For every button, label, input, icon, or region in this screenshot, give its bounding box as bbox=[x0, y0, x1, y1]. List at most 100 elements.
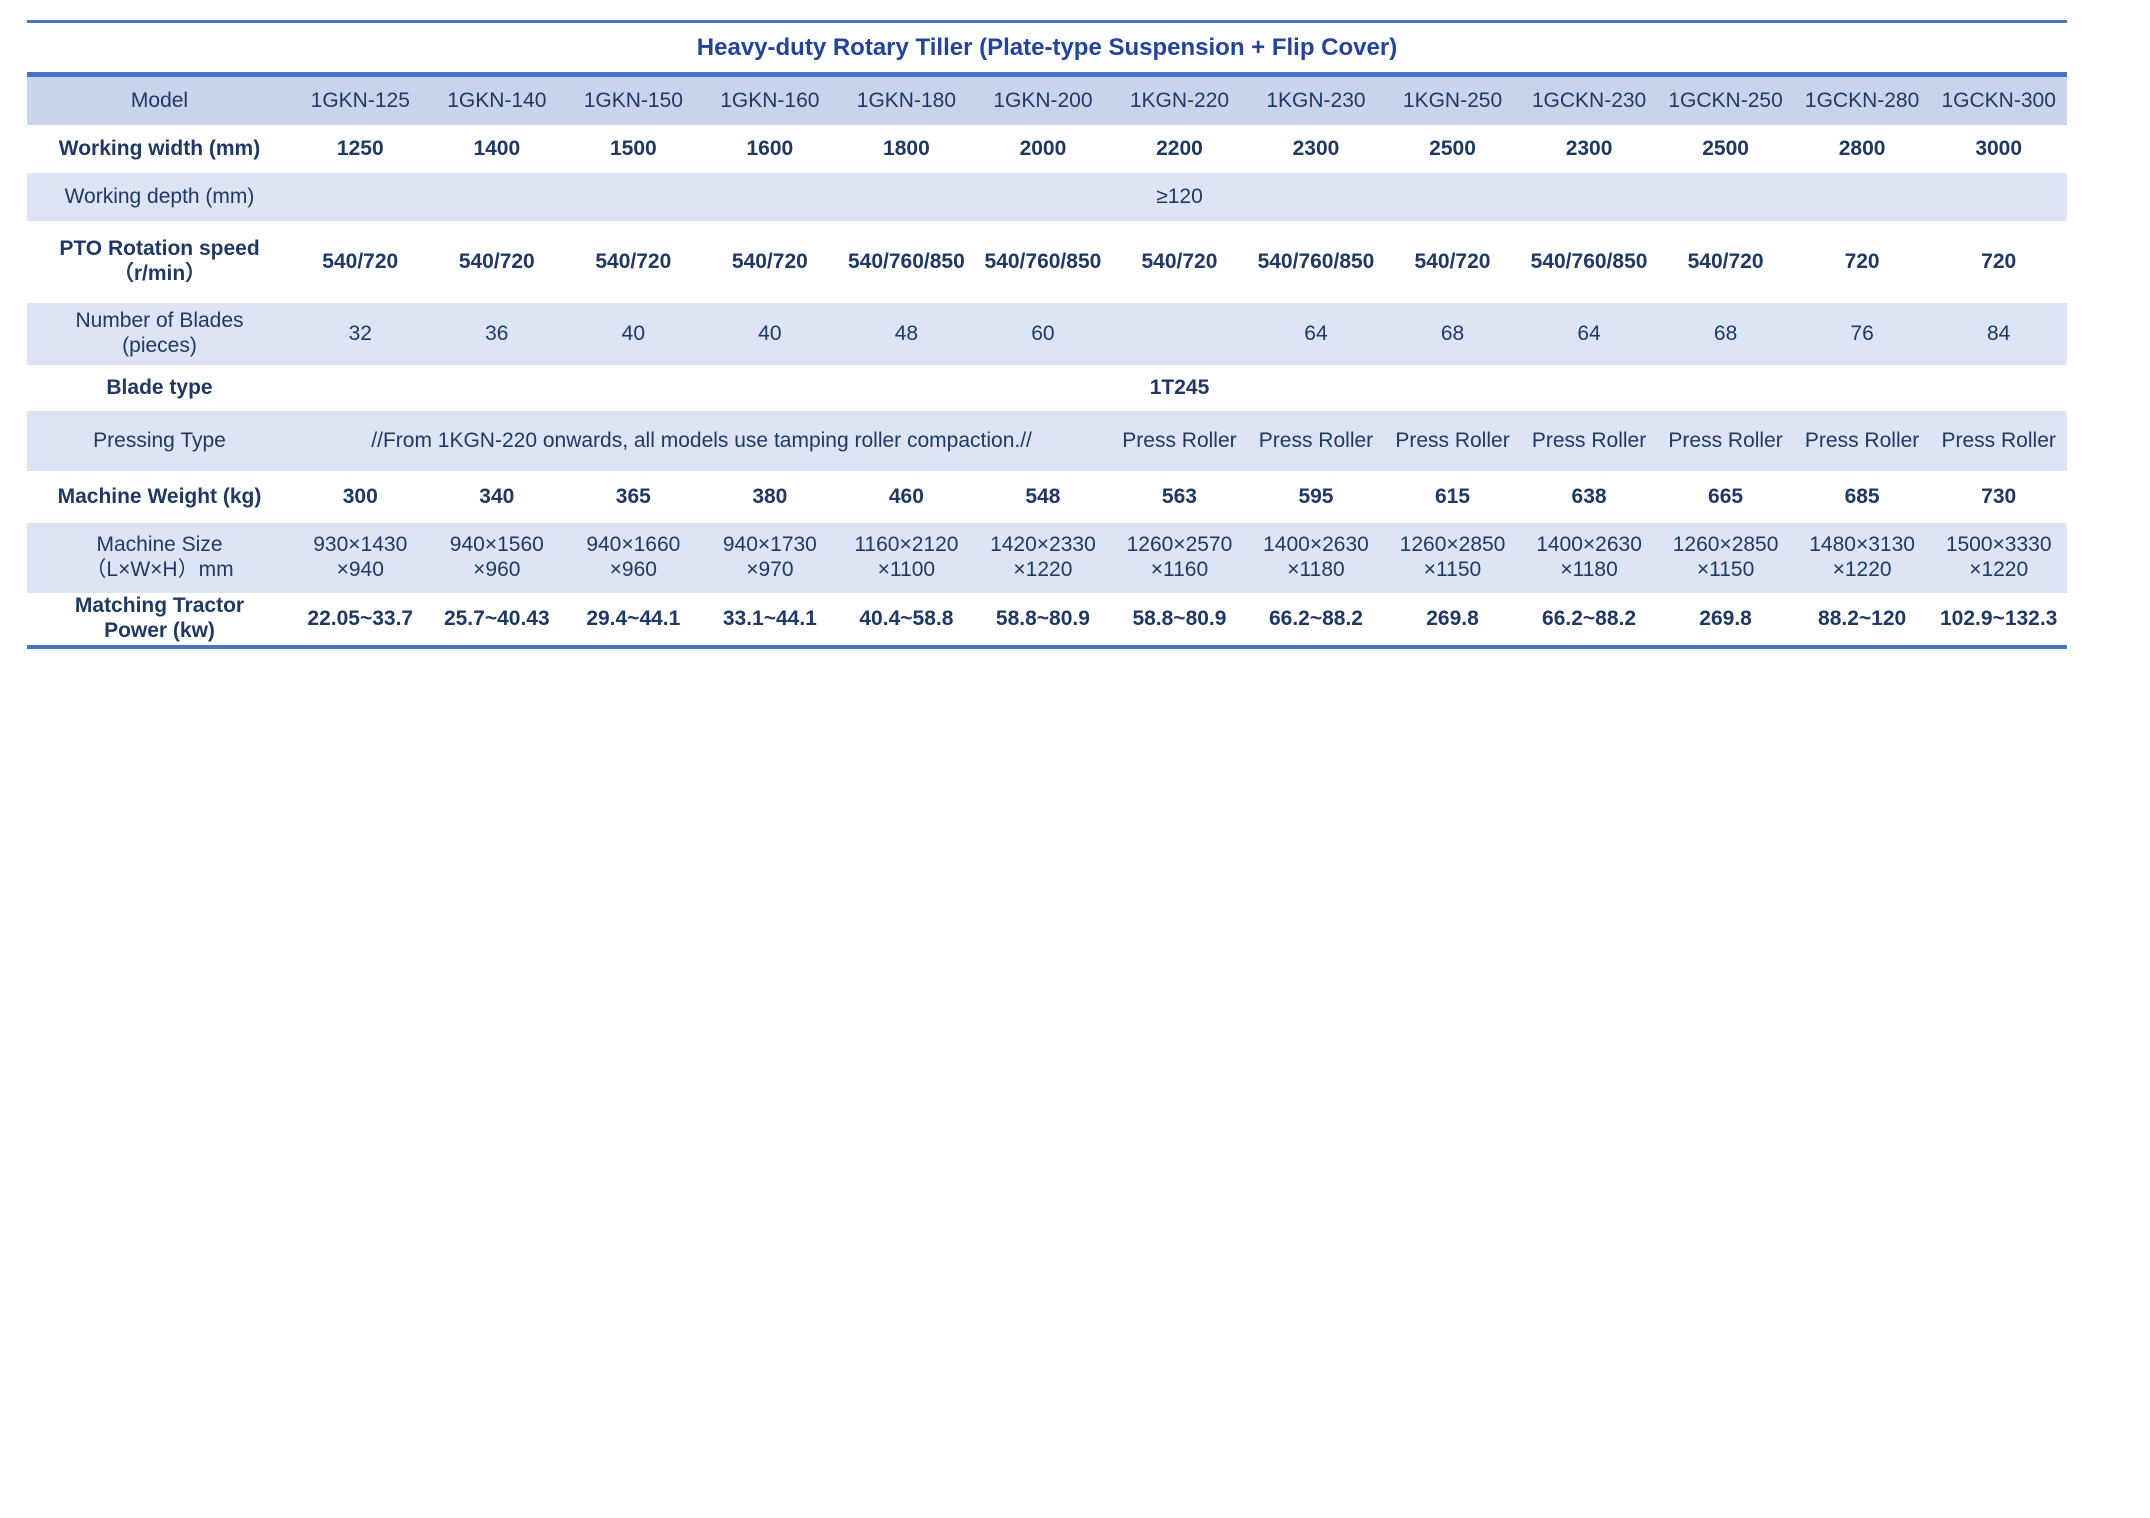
spec-cell: 3000 bbox=[1975, 136, 2023, 160]
spec-cell: 365 bbox=[615, 484, 651, 508]
spec-cell: 48 bbox=[894, 321, 919, 345]
row-label-machine-size: Machine Size （L×W×H）mm bbox=[85, 533, 234, 581]
spec-cell: 1480×3130 ×1220 bbox=[1809, 533, 1915, 581]
spec-cell: 1160×2120 ×1100 bbox=[854, 533, 959, 581]
spec-cell: 540/720 bbox=[595, 249, 672, 273]
spec-cell: 1600 bbox=[746, 136, 794, 160]
spec-cell: 102.9~132.3 bbox=[1940, 606, 2058, 630]
spec-cell: 2500 bbox=[1429, 136, 1476, 160]
spec-cell: 66.2~88.2 bbox=[1268, 606, 1363, 630]
spec-cell: 1400 bbox=[473, 136, 521, 160]
spec-cell: 930×1430 ×940 bbox=[313, 533, 408, 581]
spec-cell: 2300 bbox=[1292, 136, 1340, 160]
spec-cell: 84 bbox=[1987, 321, 2011, 345]
spec-cell: 720 bbox=[1844, 249, 1880, 273]
spec-cell: 1800 bbox=[883, 136, 930, 160]
model-name: 1GCKN-250 bbox=[1668, 88, 1783, 112]
spec-cell: 300 bbox=[342, 484, 378, 508]
working-depth-row: Working depth (mm) ≥120 bbox=[27, 173, 2067, 221]
spec-cell: 58.8~80.9 bbox=[995, 606, 1090, 630]
spec-cell: 64 bbox=[1577, 321, 1601, 345]
model-name: 1GKN-125 bbox=[310, 88, 410, 112]
model-name: 1GKN-180 bbox=[856, 88, 956, 112]
tractor-power-row: Matching Tractor Power (kw) 22.05~33.7 2… bbox=[27, 593, 2067, 645]
merged-blade-type-cell: 1T245 bbox=[1149, 375, 1210, 399]
top-rule bbox=[27, 20, 2067, 23]
machine-size-row: Machine Size （L×W×H）mm 930×1430 ×940 940… bbox=[27, 523, 2067, 593]
spec-cell: 40 bbox=[621, 321, 645, 345]
model-name: 1GKN-140 bbox=[447, 88, 547, 112]
model-name: 1GKN-160 bbox=[720, 88, 820, 112]
row-label-working-width: Working width (mm) bbox=[58, 136, 261, 160]
spec-cell: Press Roller bbox=[1395, 428, 1510, 452]
spec-cell: 540/720 bbox=[458, 249, 535, 273]
spec-cell: 665 bbox=[1708, 484, 1744, 508]
model-name: 1KGN-220 bbox=[1129, 88, 1230, 112]
page-title: Heavy-duty Rotary Tiller (Plate-type Sus… bbox=[696, 33, 1398, 61]
spec-cell: 1260×2850 ×1150 bbox=[1399, 533, 1506, 581]
spec-cell: Press Roller bbox=[1531, 428, 1647, 452]
header-rule bbox=[27, 72, 2067, 77]
model-name: 1KGN-230 bbox=[1266, 88, 1366, 112]
spec-cell: Press Roller bbox=[1122, 428, 1237, 452]
spec-cell: 1260×2570 ×1160 bbox=[1126, 533, 1233, 581]
spec-cell: 33.1~44.1 bbox=[722, 606, 817, 630]
spec-cell: 940×1660 ×960 bbox=[586, 533, 681, 581]
machine-weight-row: Machine Weight (kg) 300 340 365 380 460 … bbox=[27, 471, 2067, 523]
spec-cell: 40.4~58.8 bbox=[859, 606, 954, 630]
row-label-blade-type: Blade type bbox=[106, 375, 213, 399]
spec-cell: 32 bbox=[348, 321, 372, 345]
model-name: 1GCKN-300 bbox=[1941, 88, 2056, 112]
spec-cell: 1250 bbox=[336, 136, 384, 160]
spec-cell: 540/760/850 bbox=[847, 249, 965, 273]
spec-cell: Press Roller bbox=[1941, 428, 2056, 452]
pressing-note-cell: //From 1KGN-220 onwards, all models use … bbox=[371, 428, 1032, 452]
spec-cell: 1500×3330 ×1220 bbox=[1945, 533, 2052, 581]
spec-cell: 685 bbox=[1844, 484, 1880, 508]
spec-cell: Press Roller bbox=[1668, 428, 1783, 452]
spec-cell: 940×1560 ×960 bbox=[449, 533, 544, 581]
spec-cell: 2300 bbox=[1565, 136, 1613, 160]
spec-cell: 60 bbox=[1031, 321, 1055, 345]
spec-cell: 76 bbox=[1850, 321, 1874, 345]
spec-cell: 540/720 bbox=[1414, 249, 1491, 273]
spec-cell: 88.2~120 bbox=[1818, 606, 1907, 630]
spec-cell: 540/760/850 bbox=[1257, 249, 1375, 273]
spec-cell: 540/760/850 bbox=[1530, 249, 1648, 273]
model-name: 1GCKN-230 bbox=[1531, 88, 1647, 112]
spec-cell: 1500 bbox=[609, 136, 657, 160]
spec-cell: 595 bbox=[1298, 484, 1334, 508]
spec-cell: 1260×2850 ×1150 bbox=[1672, 533, 1779, 581]
spec-cell: 66.2~88.2 bbox=[1542, 606, 1637, 630]
model-name: 1GKN-200 bbox=[993, 88, 1093, 112]
spec-cell: 540/720 bbox=[1141, 249, 1218, 273]
spec-cell: 29.4~44.1 bbox=[586, 606, 681, 630]
spec-cell: 2200 bbox=[1156, 136, 1203, 160]
spec-cell: 638 bbox=[1571, 484, 1607, 508]
spec-cell: 2500 bbox=[1702, 136, 1749, 160]
spec-cell: 540/760/850 bbox=[984, 249, 1102, 273]
spec-cell: 720 bbox=[1981, 249, 2017, 273]
pto-speed-row: PTO Rotation speed （r/min） 540/720 540/7… bbox=[27, 221, 2067, 303]
spec-cell-empty bbox=[1111, 303, 1248, 365]
spec-cell: 730 bbox=[1981, 484, 2017, 508]
spec-cell: 2800 bbox=[1838, 136, 1886, 160]
spec-cell: Press Roller bbox=[1258, 428, 1374, 452]
merged-depth-cell: ≥120 bbox=[1156, 184, 1203, 208]
spec-cell: 940×1730 ×970 bbox=[722, 533, 817, 581]
spec-cell: 460 bbox=[888, 484, 924, 508]
spec-cell: 615 bbox=[1434, 484, 1471, 508]
blade-count-row: Number of Blades (pieces) 32 36 40 40 48… bbox=[27, 303, 2067, 365]
spec-table: Model 1GKN-125 1GKN-140 1GKN-150 1GKN-16… bbox=[27, 77, 2067, 645]
spec-cell: 269.8 bbox=[1699, 606, 1752, 630]
row-label-pto-speed: PTO Rotation speed （r/min） bbox=[59, 237, 260, 285]
spec-cell: 380 bbox=[752, 484, 788, 508]
blade-type-row: Blade type 1T245 bbox=[27, 365, 2067, 411]
spec-sheet: Heavy-duty Rotary Tiller (Plate-type Sus… bbox=[27, 0, 2067, 649]
spec-cell: 40 bbox=[758, 321, 782, 345]
spec-cell: 540/720 bbox=[1687, 249, 1764, 273]
working-width-row: Working width (mm) 1250 1400 1500 1600 1… bbox=[27, 125, 2067, 173]
spec-cell: 2000 bbox=[1019, 136, 1067, 160]
row-label-machine-weight: Machine Weight (kg) bbox=[57, 484, 262, 508]
spec-cell: 563 bbox=[1161, 484, 1197, 508]
